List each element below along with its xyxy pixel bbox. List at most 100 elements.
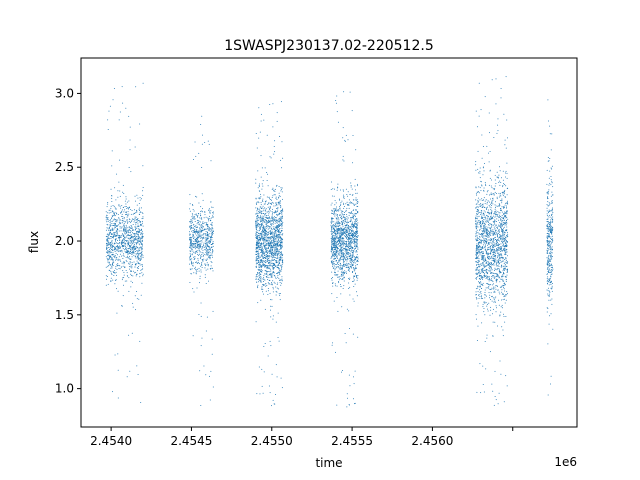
data-point — [208, 241, 210, 243]
data-point — [341, 247, 343, 249]
data-point — [335, 223, 337, 225]
data-point — [333, 254, 335, 256]
data-point — [208, 209, 210, 211]
data-point — [201, 234, 203, 236]
data-point — [256, 225, 258, 227]
data-point — [209, 236, 211, 238]
data-point — [142, 273, 144, 275]
data-point — [113, 215, 115, 217]
data-point — [269, 283, 271, 285]
data-point — [121, 241, 123, 243]
data-point — [337, 228, 339, 230]
data-point — [504, 242, 506, 244]
data-point — [350, 237, 352, 239]
data-point — [352, 233, 354, 235]
data-point — [270, 238, 272, 240]
data-point — [137, 233, 139, 235]
data-point — [483, 189, 485, 191]
data-point — [267, 288, 269, 290]
data-point — [272, 266, 274, 268]
data-point — [333, 212, 335, 214]
data-point — [130, 264, 132, 266]
data-point — [117, 263, 119, 265]
data-point — [497, 214, 499, 216]
data-point — [348, 234, 350, 236]
data-point — [262, 257, 264, 259]
data-point — [357, 211, 359, 213]
data-point — [498, 174, 500, 176]
data-point — [127, 211, 129, 213]
data-point — [267, 252, 269, 254]
data-point — [275, 244, 277, 246]
data-point — [280, 256, 282, 258]
data-point — [337, 310, 339, 312]
data-point — [195, 230, 197, 232]
data-point — [195, 269, 197, 271]
data-point — [476, 223, 478, 225]
data-point — [258, 184, 260, 186]
data-point — [333, 255, 335, 257]
data-point — [348, 256, 350, 258]
data-point — [347, 258, 349, 260]
data-point — [332, 264, 334, 266]
data-point — [493, 136, 495, 138]
data-point — [336, 222, 338, 224]
data-point — [267, 274, 269, 276]
data-point — [350, 240, 352, 242]
data-point — [331, 209, 333, 211]
data-point — [485, 218, 487, 220]
data-point — [338, 259, 340, 261]
data-point — [267, 293, 269, 295]
data-point — [202, 225, 204, 227]
data-point — [107, 119, 109, 121]
data-point — [140, 401, 142, 403]
data-point — [108, 262, 110, 264]
data-point — [209, 233, 211, 235]
data-point — [122, 191, 124, 193]
data-point — [271, 235, 273, 237]
data-point — [499, 194, 501, 196]
data-point — [279, 299, 281, 301]
data-point — [195, 243, 197, 244]
data-point — [505, 147, 507, 149]
data-point — [281, 213, 283, 215]
data-point — [126, 235, 128, 237]
data-point — [255, 221, 257, 223]
data-point — [275, 364, 277, 366]
data-point — [205, 247, 207, 249]
data-point — [337, 221, 339, 223]
data-point — [499, 293, 501, 295]
data-point — [275, 197, 277, 199]
data-point — [353, 403, 355, 405]
data-point — [189, 226, 191, 228]
data-point — [356, 200, 358, 202]
data-point — [488, 302, 490, 304]
data-point — [200, 315, 202, 317]
data-point — [200, 218, 202, 220]
data-point — [280, 220, 282, 222]
data-point — [263, 217, 265, 219]
data-point — [354, 178, 356, 180]
data-point — [124, 245, 126, 247]
data-point — [260, 273, 262, 275]
data-point — [336, 267, 338, 269]
data-point — [202, 249, 204, 251]
data-point — [349, 258, 351, 260]
data-point — [197, 261, 199, 263]
data-point — [191, 261, 193, 263]
data-point — [349, 194, 351, 196]
data-point — [141, 222, 143, 224]
data-point — [273, 245, 275, 247]
data-point — [205, 251, 207, 253]
data-point — [195, 246, 197, 248]
data-point — [488, 280, 490, 282]
data-point — [124, 220, 126, 222]
data-point — [269, 340, 271, 342]
data-point — [204, 249, 206, 251]
data-point — [115, 288, 117, 290]
data-point — [111, 254, 113, 256]
data-point — [259, 212, 261, 214]
data-point — [351, 234, 353, 236]
data-point — [110, 267, 112, 269]
data-point — [346, 266, 348, 268]
